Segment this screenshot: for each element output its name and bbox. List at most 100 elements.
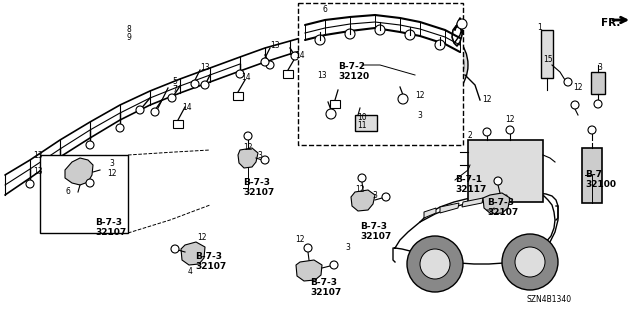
Bar bbox=[468, 140, 543, 202]
Circle shape bbox=[315, 35, 325, 45]
Text: B-7-3
32107: B-7-3 32107 bbox=[310, 278, 341, 297]
Bar bbox=[355, 115, 377, 131]
Circle shape bbox=[244, 132, 252, 140]
Text: 12: 12 bbox=[573, 84, 583, 93]
Circle shape bbox=[502, 234, 558, 290]
Text: B-7
32100: B-7 32100 bbox=[585, 170, 616, 189]
Text: 12: 12 bbox=[483, 95, 492, 105]
Circle shape bbox=[151, 108, 159, 116]
Circle shape bbox=[330, 261, 338, 269]
Circle shape bbox=[375, 25, 385, 35]
Text: 12: 12 bbox=[505, 115, 515, 124]
Circle shape bbox=[457, 19, 467, 29]
Text: B-7-3
32107: B-7-3 32107 bbox=[360, 222, 391, 241]
Circle shape bbox=[571, 101, 579, 109]
Circle shape bbox=[56, 159, 64, 167]
Circle shape bbox=[506, 126, 514, 134]
Text: 12: 12 bbox=[295, 235, 305, 244]
Text: 13: 13 bbox=[317, 70, 327, 79]
Text: 3: 3 bbox=[346, 243, 351, 253]
Circle shape bbox=[398, 94, 408, 104]
Polygon shape bbox=[351, 190, 375, 211]
Circle shape bbox=[201, 81, 209, 89]
Circle shape bbox=[136, 106, 144, 114]
Text: 13: 13 bbox=[33, 167, 43, 176]
Text: 7: 7 bbox=[173, 85, 177, 94]
Circle shape bbox=[168, 94, 176, 102]
Circle shape bbox=[407, 236, 463, 292]
Polygon shape bbox=[483, 193, 510, 214]
Text: 6: 6 bbox=[323, 5, 328, 14]
Bar bbox=[283, 70, 293, 78]
Text: 8: 8 bbox=[127, 26, 131, 34]
Circle shape bbox=[345, 29, 355, 39]
Circle shape bbox=[86, 141, 94, 149]
Text: B-7-3
32107: B-7-3 32107 bbox=[487, 198, 518, 218]
Circle shape bbox=[564, 78, 572, 86]
Text: 14: 14 bbox=[241, 73, 251, 83]
Text: 12: 12 bbox=[243, 144, 253, 152]
Polygon shape bbox=[440, 203, 459, 213]
Text: B-7-2
32120: B-7-2 32120 bbox=[338, 62, 369, 81]
Text: 3: 3 bbox=[598, 63, 602, 72]
Text: 10: 10 bbox=[357, 114, 367, 122]
Circle shape bbox=[261, 156, 269, 164]
Circle shape bbox=[410, 45, 450, 85]
Circle shape bbox=[291, 52, 299, 60]
Circle shape bbox=[594, 100, 602, 108]
Circle shape bbox=[191, 80, 199, 88]
Circle shape bbox=[116, 124, 124, 132]
Circle shape bbox=[311, 45, 319, 53]
Circle shape bbox=[405, 30, 415, 40]
Text: 5: 5 bbox=[173, 78, 177, 86]
Circle shape bbox=[494, 177, 502, 185]
Circle shape bbox=[515, 247, 545, 277]
Circle shape bbox=[26, 180, 34, 188]
Text: 2: 2 bbox=[468, 130, 472, 139]
Text: B-7-3
32107: B-7-3 32107 bbox=[195, 252, 227, 271]
Polygon shape bbox=[181, 242, 205, 265]
Circle shape bbox=[326, 109, 336, 119]
Text: SZN4B1340: SZN4B1340 bbox=[527, 295, 572, 305]
Text: B-7-3
32107: B-7-3 32107 bbox=[95, 218, 126, 237]
Circle shape bbox=[236, 70, 244, 78]
Bar bbox=[541, 30, 553, 78]
Text: FR.: FR. bbox=[601, 18, 620, 28]
Polygon shape bbox=[296, 260, 322, 281]
Polygon shape bbox=[424, 208, 436, 218]
Text: 3: 3 bbox=[372, 190, 378, 199]
Circle shape bbox=[392, 27, 468, 103]
Circle shape bbox=[422, 57, 438, 73]
Circle shape bbox=[436, 105, 444, 113]
Text: 3: 3 bbox=[109, 160, 115, 168]
Bar bbox=[330, 100, 340, 108]
Circle shape bbox=[266, 61, 274, 69]
Text: 13: 13 bbox=[33, 151, 43, 160]
Text: B-7-1
32117: B-7-1 32117 bbox=[455, 175, 486, 194]
Circle shape bbox=[358, 174, 366, 182]
Circle shape bbox=[304, 244, 312, 252]
Text: B-7-3
32107: B-7-3 32107 bbox=[243, 178, 275, 197]
Text: 9: 9 bbox=[127, 33, 131, 42]
Circle shape bbox=[382, 193, 390, 201]
Text: 12: 12 bbox=[108, 168, 116, 177]
Text: 4: 4 bbox=[188, 268, 193, 277]
Circle shape bbox=[86, 179, 94, 187]
Text: 14: 14 bbox=[295, 50, 305, 60]
Text: 11: 11 bbox=[357, 122, 367, 130]
Text: 13: 13 bbox=[270, 41, 280, 49]
Bar bbox=[173, 120, 183, 128]
Bar bbox=[591, 72, 605, 94]
Polygon shape bbox=[486, 195, 507, 203]
Polygon shape bbox=[403, 104, 428, 123]
Text: 12: 12 bbox=[415, 91, 425, 100]
Polygon shape bbox=[65, 158, 93, 185]
Polygon shape bbox=[462, 198, 483, 207]
Polygon shape bbox=[238, 148, 258, 168]
Circle shape bbox=[588, 126, 596, 134]
Circle shape bbox=[420, 249, 450, 279]
Circle shape bbox=[411, 87, 419, 95]
Circle shape bbox=[171, 245, 179, 253]
Polygon shape bbox=[395, 193, 558, 264]
Text: 15: 15 bbox=[543, 56, 553, 64]
